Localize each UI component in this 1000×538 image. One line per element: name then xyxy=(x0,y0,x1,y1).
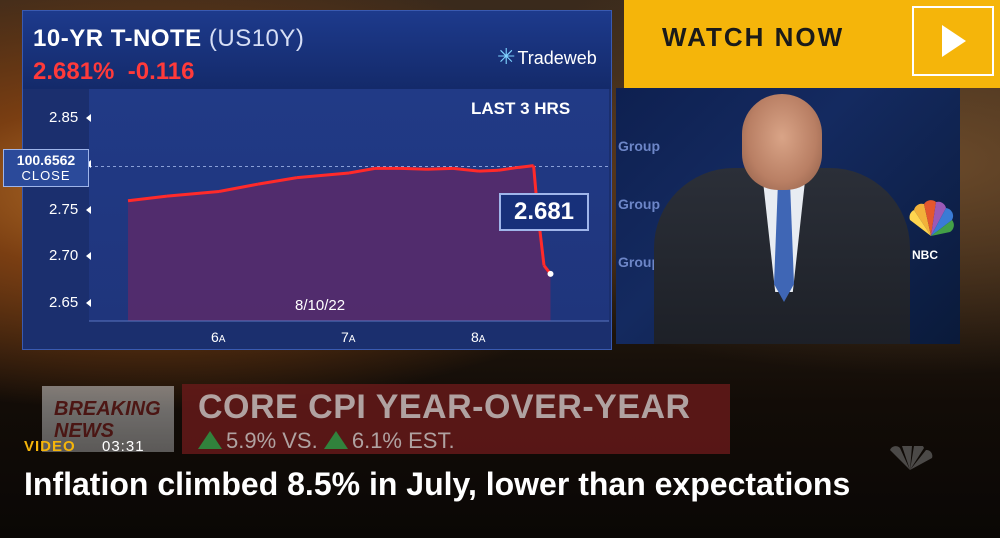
play-button[interactable] xyxy=(912,6,994,76)
nbc-peacock-icon xyxy=(909,200,954,236)
tradeweb-logo: ✳ Tradeweb xyxy=(497,44,597,70)
series-line-segment xyxy=(127,194,168,203)
series-line-segment xyxy=(452,166,480,173)
background-text: Group xyxy=(618,138,660,154)
series-line-segment xyxy=(296,171,350,180)
series-line-segment xyxy=(517,164,534,169)
presenter-head xyxy=(742,94,822,190)
close-label: CLOSE xyxy=(21,168,71,183)
y-tick-mark xyxy=(86,113,91,122)
up-arrow-icon xyxy=(198,431,222,449)
series-line-segment xyxy=(498,165,519,172)
yield-change: -0.116 xyxy=(127,58,195,85)
y-tick-label: 2.70 xyxy=(49,247,79,265)
cpi-estimate: 6.1% EST. xyxy=(351,428,455,453)
ticker-name: 10-YR T-NOTE (US10Y) xyxy=(33,25,304,53)
last-point-marker xyxy=(547,270,554,277)
close-value: 100.6562 xyxy=(16,152,76,168)
play-icon xyxy=(942,25,966,57)
chart-header: 10-YR T-NOTE (US10Y) 2.681% -0.116 ✳ Trad… xyxy=(23,11,611,89)
x-tick-label: 8A xyxy=(471,329,486,345)
series-line-segment xyxy=(218,182,259,193)
y-tick-label: 2.75 xyxy=(49,201,79,218)
nbc-watermark-icon xyxy=(890,446,933,470)
cpi-subline: 5.9% VS. 6.1% EST. xyxy=(198,428,455,454)
video-duration: 03:31 xyxy=(102,438,145,455)
last-value-box: 2.681 xyxy=(499,193,589,231)
y-tick-label: 2.65 xyxy=(49,293,79,311)
date-label: 8/10/22 xyxy=(295,297,346,314)
cpi-headline: CORE CPI YEAR-OVER-YEAR xyxy=(198,388,691,426)
y-tick-mark xyxy=(86,298,91,307)
y-tick-mark xyxy=(86,206,91,214)
video-tag: VIDEO xyxy=(24,438,76,455)
ticker-name-text: 10-YR T-NOTE xyxy=(33,25,202,52)
cpi-banner: CORE CPI YEAR-OVER-YEAR 5.9% VS. 6.1% ES… xyxy=(182,384,730,454)
ticker-symbol: (US10Y) xyxy=(208,25,305,52)
series-line-segment xyxy=(166,190,220,198)
x-tick-label: 6A xyxy=(211,329,226,345)
tradeweb-label: Tradeweb xyxy=(517,48,597,68)
tradeweb-icon: ✳ xyxy=(497,44,516,69)
series-area xyxy=(128,165,551,321)
y-tick-mark xyxy=(86,252,91,261)
y-tick-label: 2.85 xyxy=(49,108,79,126)
series-line-segment xyxy=(478,168,499,173)
close-value-box: 100.6562 CLOSE xyxy=(3,149,89,187)
range-label: LAST 3 HRS xyxy=(471,99,571,118)
series-line-segment xyxy=(257,176,298,186)
watch-now-label: WATCH NOW xyxy=(662,22,845,52)
yield-value: 2.681% xyxy=(33,58,115,85)
ticker-value: 2.681% -0.116 xyxy=(33,58,194,86)
background-text: Group xyxy=(618,254,660,270)
series-line-segment xyxy=(348,166,376,175)
breaking-news-label: BREAKING NEWS xyxy=(54,398,161,442)
bond-chart-panel: 10-YR T-NOTE (US10Y) 2.681% -0.116 ✳ Trad… xyxy=(3,10,612,350)
up-arrow-icon xyxy=(323,431,348,449)
presenter-tie xyxy=(774,182,794,302)
x-tick-label: 7A xyxy=(341,329,356,345)
series-line-segment xyxy=(400,166,428,171)
network-text: NBC xyxy=(912,248,938,262)
watch-now-button[interactable]: WATCH NOW xyxy=(624,0,1000,88)
background-text: Group xyxy=(618,196,660,212)
video-feed[interactable]: Group Group Group NBC xyxy=(616,88,960,344)
series-line-segment xyxy=(426,166,454,171)
article-headline[interactable]: Inflation climbed 8.5% in July, lower th… xyxy=(24,466,851,502)
chart-svg xyxy=(89,164,609,322)
cpi-actual: 5.9% VS. xyxy=(226,428,318,453)
breaking-news-badge: BREAKING NEWS xyxy=(42,386,174,452)
